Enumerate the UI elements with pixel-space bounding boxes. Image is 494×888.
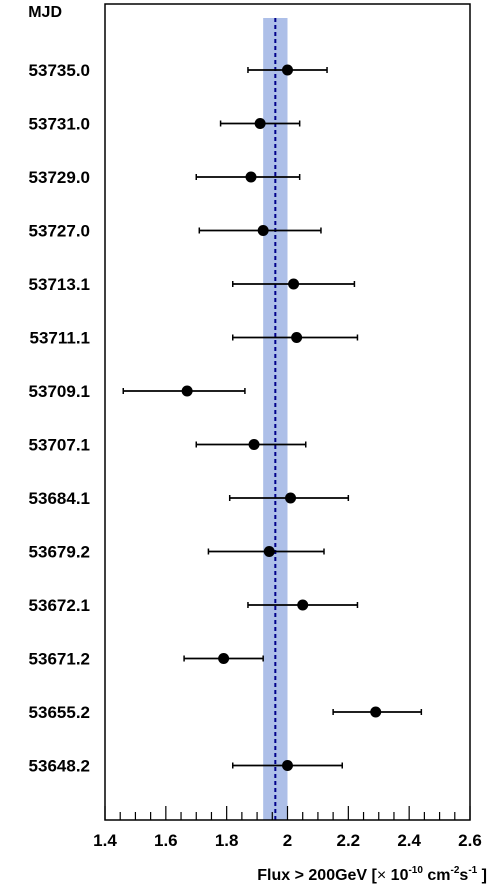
y-axis-category-labels: 53735.0 53731.0 53729.0 53727.0 53713.1 53711… xyxy=(29,61,90,776)
mjd-label: 53648.2 xyxy=(29,757,90,776)
marker xyxy=(282,64,293,76)
x-axis-title-text: s xyxy=(459,867,468,884)
x-axis-title-exponent: -10 xyxy=(408,865,423,876)
x-tick-label: 1.8 xyxy=(215,831,239,850)
mjd-label: 53672.1 xyxy=(29,596,90,615)
marker xyxy=(245,171,257,183)
data-point-53735.0 xyxy=(247,64,328,76)
x-tick-label: 2 xyxy=(283,831,292,850)
data-point-53713.1 xyxy=(232,278,356,290)
marker xyxy=(282,760,293,771)
data-point-53655.2 xyxy=(332,706,423,718)
marker xyxy=(263,546,275,557)
x-axis-title-text: 10 xyxy=(386,867,408,884)
data-point-53709.1 xyxy=(122,385,246,397)
marker xyxy=(297,599,309,611)
x-axis-tick-labels: 1.4 1.6 1.8 2 2.2 2.4 2.6 xyxy=(93,831,482,850)
x-tick-label: 1.6 xyxy=(154,831,178,850)
x-axis-ticks xyxy=(104,806,471,820)
times-sign: × xyxy=(377,867,386,884)
mjd-label: 53709.1 xyxy=(29,382,90,401)
mjd-axis-label: MJD xyxy=(28,4,62,21)
data-point-53672.1 xyxy=(247,599,359,611)
x-tick-label: 2.6 xyxy=(458,831,482,850)
marker xyxy=(288,278,300,290)
data-point-53711.1 xyxy=(232,332,359,343)
x-axis-title-text: Flux > 200GeV [ xyxy=(257,867,377,884)
mjd-label: 53671.2 xyxy=(29,650,90,669)
marker xyxy=(285,492,297,504)
marker xyxy=(291,332,303,343)
marker xyxy=(254,118,266,129)
x-tick-label: 2.2 xyxy=(337,831,361,850)
data-point-53648.2 xyxy=(232,760,343,771)
mjd-label: 53729.0 xyxy=(29,168,90,187)
data-point-53671.2 xyxy=(183,653,264,664)
mjd-label: 53655.2 xyxy=(29,703,90,722)
mjd-label: 53707.1 xyxy=(29,436,90,455)
data-point-53727.0 xyxy=(198,225,322,236)
x-axis-title: Flux > 200GeV [× 10-10 cm-2s-1 ] xyxy=(257,865,487,884)
mjd-label: 53727.0 xyxy=(29,222,90,241)
marker xyxy=(257,225,269,236)
x-axis-title-text: cm xyxy=(423,867,451,884)
data-point-53707.1 xyxy=(195,439,307,450)
x-tick-label: 2.4 xyxy=(397,831,421,850)
marker xyxy=(370,706,382,718)
mjd-label: 53684.1 xyxy=(29,489,90,508)
mjd-label: 53679.2 xyxy=(29,543,90,562)
data-point-53679.2 xyxy=(207,546,325,557)
marker xyxy=(218,653,230,664)
marker xyxy=(248,439,260,450)
mjd-label: 53731.0 xyxy=(29,115,90,134)
mjd-label: 53713.1 xyxy=(29,275,90,294)
x-axis-title-exponent: -2 xyxy=(451,865,460,876)
data-point-53729.0 xyxy=(195,171,301,183)
mjd-label: 53711.1 xyxy=(29,329,90,348)
data-point-53684.1 xyxy=(228,492,350,504)
marker xyxy=(181,385,193,397)
x-tick-label: 1.4 xyxy=(93,831,117,850)
mjd-label: 53735.0 xyxy=(29,61,90,80)
x-axis-title-exponent: -1 xyxy=(468,865,477,876)
data-point-53731.0 xyxy=(219,118,301,129)
data-points-layer xyxy=(122,64,423,771)
x-axis-title-text: ] xyxy=(477,867,487,884)
